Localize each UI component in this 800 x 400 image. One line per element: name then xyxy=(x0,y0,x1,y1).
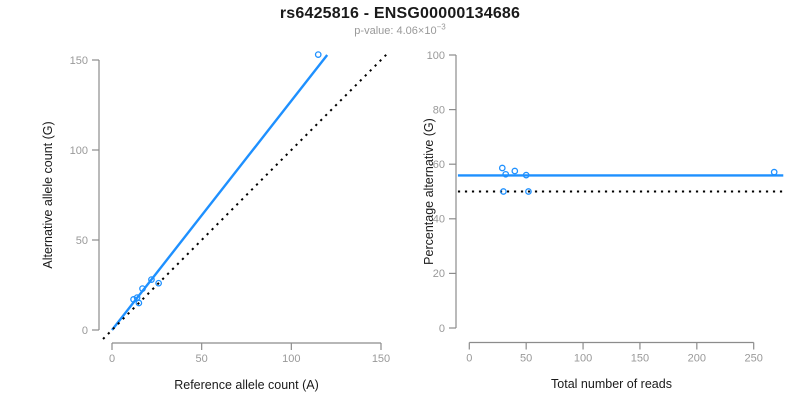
y-tick-label: 150 xyxy=(70,55,88,67)
data-point xyxy=(525,188,532,195)
x-tick-label: 150 xyxy=(631,353,649,365)
x-tick-label: 100 xyxy=(574,353,592,365)
y-tick-label: 100 xyxy=(427,50,445,62)
plot-subtitle: p-value: 4.06×10−3 xyxy=(0,22,800,37)
data-point xyxy=(130,296,137,303)
y-axis-title: Percentage alternative (G) xyxy=(422,118,436,265)
data-point xyxy=(770,168,778,176)
data-point xyxy=(314,51,322,58)
data-point xyxy=(500,188,507,195)
x-tick-label: 50 xyxy=(196,353,208,365)
x-axis-title: Total number of reads xyxy=(551,377,672,391)
x-tick-label: 0 xyxy=(109,353,115,365)
y-tick-label: 80 xyxy=(433,104,445,116)
y-tick-label: 100 xyxy=(70,145,88,157)
data-point xyxy=(148,276,155,283)
x-axis-title: Reference allele count (A) xyxy=(174,378,319,392)
data-point xyxy=(498,164,506,172)
y-tick-label: 0 xyxy=(439,323,445,335)
y-axis-title: Alternative allele count (G) xyxy=(41,121,55,268)
x-tick-label: 250 xyxy=(745,353,763,365)
data-point xyxy=(511,167,519,175)
y-tick-label: 60 xyxy=(433,159,445,171)
data-point xyxy=(522,171,530,179)
pvalue-exponent: −3 xyxy=(436,22,446,32)
y-tick-label: 40 xyxy=(433,214,445,226)
x-tick-label: 200 xyxy=(688,353,706,365)
x-tick-label: 150 xyxy=(372,353,390,365)
data-point xyxy=(155,279,162,287)
x-tick-label: 100 xyxy=(282,353,300,365)
y-tick-label: 0 xyxy=(82,325,88,337)
x-tick-label: 50 xyxy=(520,353,532,365)
pvalue-text: p-value: 4.06×10 xyxy=(354,25,437,37)
data-point xyxy=(502,170,510,178)
y-tick-label: 20 xyxy=(433,268,445,280)
identity-line xyxy=(102,53,388,340)
x-tick-label: 0 xyxy=(466,353,472,365)
regression-line xyxy=(111,54,329,331)
data-point xyxy=(139,285,146,292)
y-tick-label: 50 xyxy=(76,235,88,247)
data-point xyxy=(135,299,143,307)
plot-title: rs6425816 - ENSG00000134686 xyxy=(279,5,521,22)
